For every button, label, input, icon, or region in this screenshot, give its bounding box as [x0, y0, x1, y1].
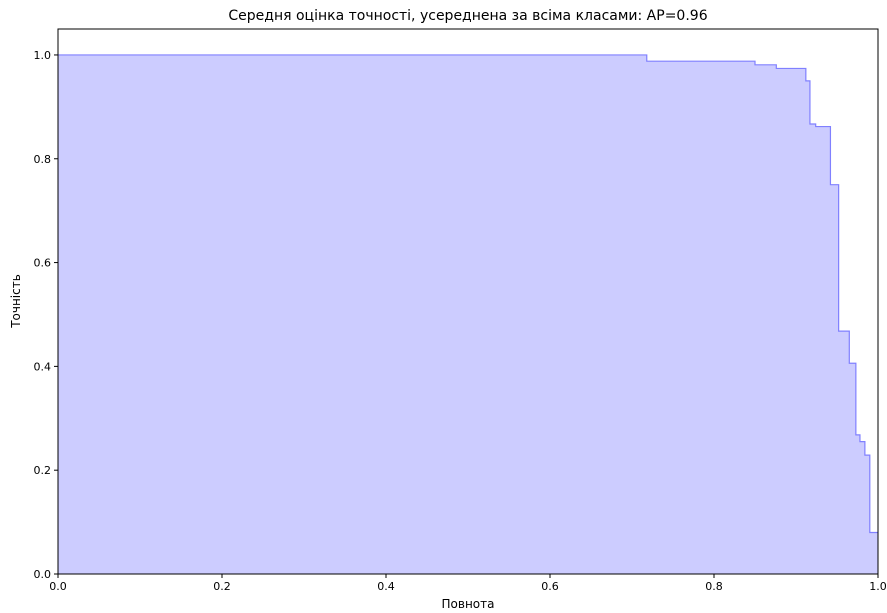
x-tick-label: 0.8 [705, 580, 723, 593]
y-tick-label: 0.0 [34, 568, 52, 581]
y-axis-label: Точність [9, 274, 23, 329]
x-tick-label: 0.4 [377, 580, 395, 593]
pr-step-line [58, 54, 878, 534]
chart-title: Середня оцінка точності, усереднена за в… [228, 8, 707, 24]
y-tick-label: 1.0 [34, 49, 52, 62]
y-tick-label: 0.4 [34, 360, 52, 373]
x-tick-label: 0.0 [49, 580, 67, 593]
x-axis: 0.0 0.2 0.4 0.6 0.8 1.0 [49, 574, 887, 593]
x-tick-label: 0.2 [213, 580, 231, 593]
y-tick-label: 0.2 [34, 464, 52, 477]
x-tick-label: 1.0 [869, 580, 887, 593]
plot-area [58, 54, 878, 574]
pr-area-fill [58, 54, 878, 574]
x-axis-label: Повнота [442, 597, 495, 611]
x-tick-label: 0.6 [541, 580, 559, 593]
y-axis: 0.0 0.2 0.4 0.6 0.8 1.0 [34, 49, 58, 581]
plot-frame [57, 28, 879, 575]
y-tick-label: 0.8 [34, 153, 52, 166]
y-tick-label: 0.6 [34, 257, 52, 270]
